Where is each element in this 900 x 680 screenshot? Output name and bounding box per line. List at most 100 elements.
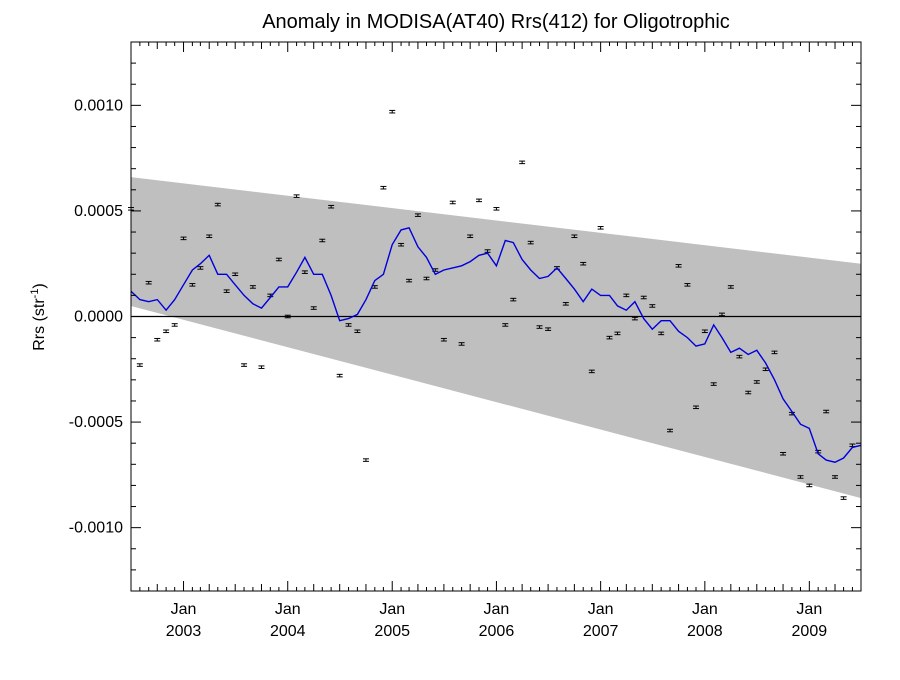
confidence-band	[131, 177, 861, 499]
data-point	[832, 475, 839, 479]
data-point	[154, 337, 161, 342]
data-point	[423, 276, 430, 281]
y-tick-label: 0.0005	[74, 203, 123, 220]
data-point	[797, 475, 804, 479]
data-point	[718, 312, 725, 317]
data-point	[493, 207, 500, 211]
data-point	[675, 264, 682, 268]
x-tick-month-label: Jan	[484, 601, 510, 618]
data-point	[345, 323, 352, 327]
data-point	[684, 283, 691, 287]
data-point	[536, 325, 543, 329]
data-point	[180, 236, 187, 241]
y-axis-label-close: )	[31, 283, 48, 288]
x-tick-year-label: 2007	[583, 623, 619, 640]
data-point	[640, 295, 647, 300]
data-point	[780, 451, 787, 456]
data-point	[389, 109, 396, 114]
x-tick-month-label: Jan	[692, 601, 718, 618]
data-point	[614, 331, 621, 336]
x-tick-month-label: Jan	[588, 601, 614, 618]
x-tick-month-label: Jan	[171, 601, 197, 618]
data-point	[519, 160, 526, 165]
data-point	[310, 306, 317, 310]
x-tick-month-label: Jan	[275, 601, 301, 618]
y-axis-label: Rrs (str-1)	[29, 283, 48, 351]
data-point	[214, 202, 221, 207]
data-point	[667, 428, 674, 433]
data-point	[510, 297, 517, 302]
data-point	[840, 496, 847, 500]
x-tick-year-label: 2008	[687, 623, 723, 640]
chart-title: Anomaly in MODISA(AT40) Rrs(412) for Oli…	[262, 11, 730, 33]
data-point	[580, 261, 587, 266]
data-point	[806, 483, 813, 488]
data-point	[223, 289, 230, 293]
y-axis-label-main: Rrs (str	[31, 298, 48, 351]
series-line	[130, 226, 862, 463]
data-point	[736, 354, 743, 359]
data-point	[414, 213, 421, 217]
data-point	[710, 382, 717, 386]
data-point	[293, 194, 300, 198]
data-point	[301, 270, 308, 274]
data-point	[136, 363, 143, 367]
data-point	[458, 342, 465, 346]
data-point	[232, 272, 239, 277]
data-point	[398, 242, 405, 247]
y-tick-label: -0.0010	[69, 520, 123, 537]
data-point	[631, 316, 638, 321]
data-point	[449, 200, 456, 205]
data-point	[545, 327, 552, 331]
data-point	[145, 280, 152, 285]
data-point	[606, 335, 613, 340]
x-tick-year-label: 2006	[479, 623, 515, 640]
data-point	[562, 302, 569, 306]
y-tick-label: -0.0005	[69, 414, 123, 431]
data-point	[571, 234, 578, 239]
data-point	[527, 240, 534, 245]
data-point	[163, 329, 170, 334]
x-tick-year-label: 2004	[270, 623, 306, 640]
data-point	[692, 405, 699, 410]
x-tick-month-label: Jan	[796, 601, 822, 618]
data-point	[623, 293, 630, 298]
data-point	[275, 257, 282, 262]
data-point	[241, 363, 248, 367]
data-point	[771, 350, 778, 355]
data-point	[440, 337, 447, 342]
data-point	[206, 234, 213, 239]
y-axis-label-superscript: -1	[29, 289, 41, 299]
x-tick-year-label: 2009	[792, 623, 828, 640]
data-point	[727, 285, 734, 289]
data-point	[354, 329, 361, 334]
data-point	[284, 314, 291, 319]
x-tick-month-label: Jan	[379, 601, 405, 618]
data-point	[319, 238, 326, 243]
plot-area: 0.0010 0.0005 0.0000 -0.0005 -0.0010 Jan 2003 J…	[69, 41, 862, 640]
data-point	[249, 285, 256, 289]
data-point	[658, 331, 665, 336]
data-point	[380, 185, 387, 190]
data-point	[336, 373, 343, 378]
data-point	[197, 266, 204, 270]
data-point	[588, 369, 595, 374]
data-point	[597, 226, 604, 230]
data-point	[753, 380, 760, 384]
data-point	[328, 204, 335, 209]
data-point	[701, 329, 708, 334]
data-point	[823, 409, 830, 414]
data-point	[745, 390, 752, 395]
data-point	[476, 198, 483, 203]
y-tick-label: 0.0010	[74, 97, 123, 114]
data-point	[362, 458, 369, 462]
data-point	[189, 283, 196, 287]
data-point	[258, 365, 265, 369]
data-point	[502, 323, 509, 327]
y-tick-label: 0.0000	[74, 309, 123, 326]
data-point	[467, 234, 474, 239]
x-tick-year-label: 2005	[374, 623, 410, 640]
data-point	[171, 323, 178, 327]
